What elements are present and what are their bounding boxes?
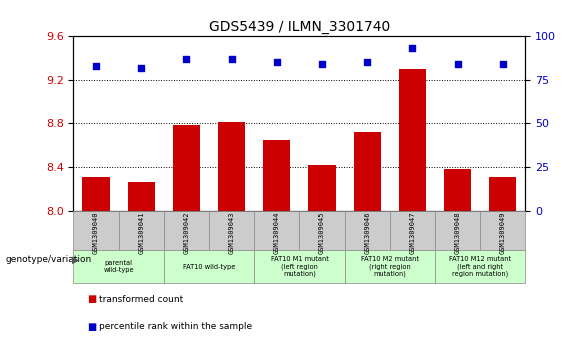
Bar: [390, 211, 435, 250]
Bar: [299, 211, 345, 250]
Bar: [444, 169, 471, 211]
Point: [92, 63, 101, 69]
Text: GSM1309047: GSM1309047: [410, 212, 415, 254]
Text: GSM1309042: GSM1309042: [184, 212, 189, 254]
Bar: [82, 177, 110, 211]
Bar: [218, 122, 245, 211]
Point: [227, 56, 236, 62]
Text: GSM1309041: GSM1309041: [138, 212, 144, 254]
Point: [408, 46, 417, 52]
Text: percentile rank within the sample: percentile rank within the sample: [99, 322, 252, 331]
Text: parental
wild-type: parental wild-type: [103, 260, 134, 273]
Text: GSM1309044: GSM1309044: [274, 212, 280, 254]
Text: FAT10 M1 mutant
(left region
mutation): FAT10 M1 mutant (left region mutation): [271, 256, 328, 277]
Bar: [480, 211, 525, 250]
Bar: [73, 250, 164, 283]
Text: GSM1309040: GSM1309040: [93, 212, 99, 254]
Bar: [263, 140, 290, 211]
Text: GSM1309043: GSM1309043: [229, 212, 234, 254]
Bar: [254, 250, 345, 283]
Bar: [308, 165, 336, 211]
Title: GDS5439 / ILMN_3301740: GDS5439 / ILMN_3301740: [209, 20, 390, 34]
Text: transformed count: transformed count: [99, 295, 183, 304]
Point: [453, 61, 462, 67]
Text: FAT10 M12 mutant
(left and right
region mutation): FAT10 M12 mutant (left and right region …: [449, 256, 511, 277]
Bar: [435, 211, 480, 250]
Text: ■: ■: [88, 294, 97, 305]
Text: GSM1309045: GSM1309045: [319, 212, 325, 254]
Text: GSM1309046: GSM1309046: [364, 212, 370, 254]
Bar: [345, 211, 390, 250]
Bar: [173, 125, 200, 211]
Text: GSM1309049: GSM1309049: [500, 212, 506, 254]
Bar: [209, 211, 254, 250]
Text: GSM1309048: GSM1309048: [455, 212, 460, 254]
Point: [363, 60, 372, 65]
Bar: [345, 250, 435, 283]
Text: ■: ■: [88, 322, 97, 332]
Text: ▶: ▶: [72, 254, 79, 265]
Bar: [435, 250, 525, 283]
Point: [318, 61, 327, 67]
Bar: [73, 211, 119, 250]
Text: FAT10 M2 mutant
(right region
mutation): FAT10 M2 mutant (right region mutation): [361, 256, 419, 277]
Bar: [164, 211, 209, 250]
Point: [182, 56, 191, 62]
Text: genotype/variation: genotype/variation: [6, 255, 92, 264]
Point: [137, 65, 146, 70]
Text: FAT10 wild-type: FAT10 wild-type: [183, 264, 235, 270]
Point: [498, 61, 507, 67]
Bar: [128, 182, 155, 211]
Bar: [254, 211, 299, 250]
Bar: [119, 211, 164, 250]
Point: [272, 60, 281, 65]
Bar: [164, 250, 254, 283]
Bar: [399, 69, 426, 211]
Bar: [489, 177, 516, 211]
Bar: [354, 132, 381, 211]
